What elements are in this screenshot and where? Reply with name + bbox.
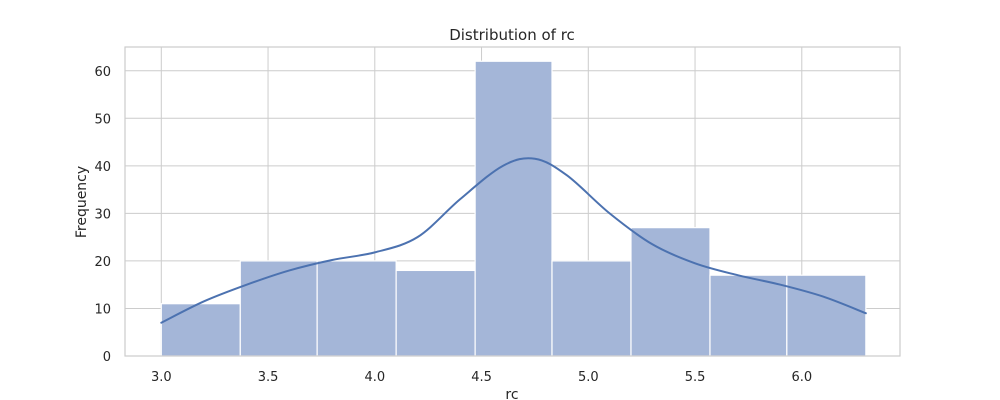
y-axis-title: Frequency xyxy=(74,166,90,238)
x-tick-label: 3.5 xyxy=(258,370,279,385)
histogram-bar xyxy=(630,227,711,357)
x-tick-label: 3.0 xyxy=(151,370,172,385)
x-axis-ticks: 3.0 3.5 4.0 4.5 5.0 5.5 6.0 xyxy=(151,370,812,385)
histogram-bar xyxy=(316,260,397,357)
histogram-bar xyxy=(395,269,476,357)
y-tick-label: 50 xyxy=(94,112,111,127)
x-tick-label: 6.0 xyxy=(791,370,812,385)
y-tick-label: 40 xyxy=(94,160,111,175)
histogram-bar xyxy=(239,260,318,357)
x-axis-title: rc xyxy=(505,387,518,400)
x-tick-label: 4.5 xyxy=(471,370,492,385)
histogram-bar xyxy=(709,274,788,357)
chart-title: Distribution of rc xyxy=(449,26,575,44)
kde-curve xyxy=(160,157,867,324)
plot-area-frame xyxy=(124,46,901,357)
histogram-bar xyxy=(551,260,632,357)
x-tick-label: 4.0 xyxy=(364,370,385,385)
histogram-bar xyxy=(160,303,241,357)
histogram-bar xyxy=(474,60,553,357)
histogram-bar xyxy=(786,274,867,357)
y-tick-label: 30 xyxy=(94,207,111,222)
y-tick-label: 20 xyxy=(94,255,111,270)
x-tick-label: 5.0 xyxy=(578,370,599,385)
y-tick-label: 10 xyxy=(94,302,111,317)
histogram-bars xyxy=(160,60,867,357)
y-tick-label: 0 xyxy=(103,350,111,365)
y-tick-label: 60 xyxy=(94,65,111,80)
y-axis-ticks: 0 10 20 30 40 50 60 xyxy=(94,65,111,365)
x-tick-label: 5.5 xyxy=(685,370,706,385)
